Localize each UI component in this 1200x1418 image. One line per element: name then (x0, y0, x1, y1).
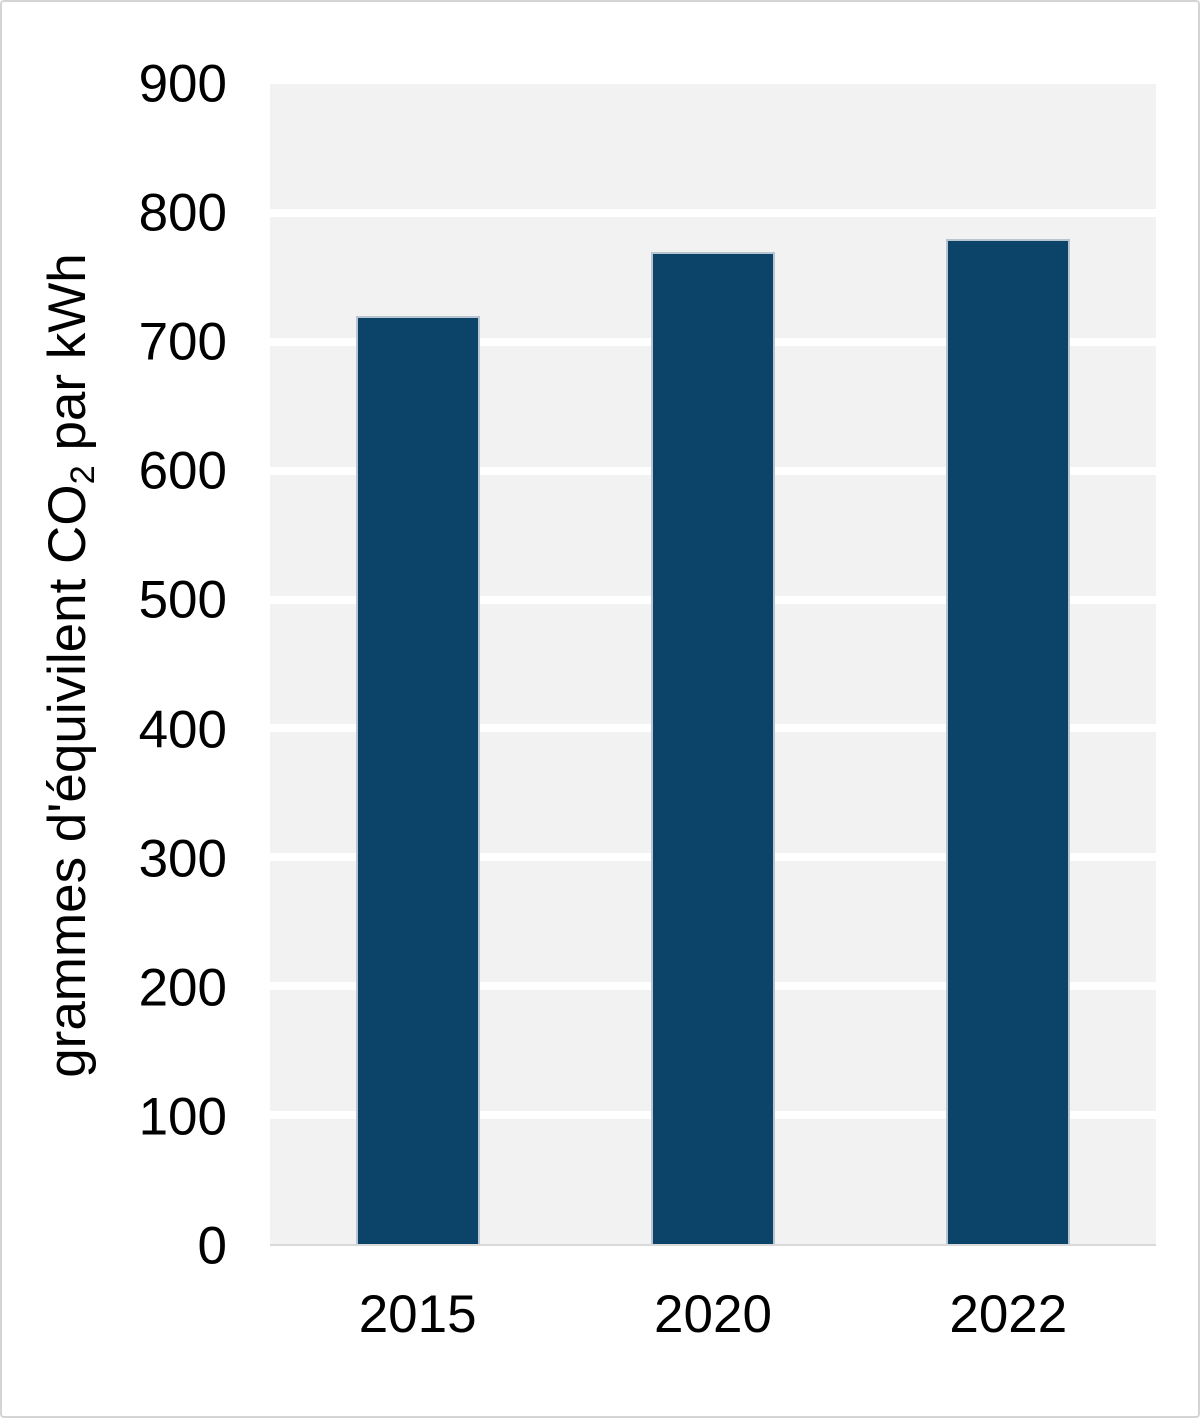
y-tick-label: 300 (138, 829, 227, 889)
y-axis: 0 100 200 300 400 500 600 700 800 900 (2, 58, 227, 1273)
gridline (270, 208, 1156, 217)
bar-2020 (650, 251, 775, 1244)
y-tick-label: 400 (138, 700, 227, 760)
y-tick-label: 600 (138, 441, 227, 501)
bar-slot (270, 84, 565, 1244)
x-tick-label: 2022 (949, 1285, 1068, 1344)
bar-2022 (946, 238, 1071, 1244)
y-tick-label: 500 (138, 570, 227, 630)
bar-slot (565, 84, 860, 1244)
y-tick-label: 800 (138, 183, 227, 243)
y-tick-label: 900 (138, 54, 227, 114)
x-tick-label: 2020 (654, 1285, 772, 1344)
plot-area (270, 84, 1156, 1246)
x-tick-label: 2015 (358, 1285, 477, 1344)
bar-2015 (355, 316, 480, 1244)
y-tick-label: 100 (138, 1087, 227, 1147)
y-tick-label: 0 (197, 1216, 227, 1276)
y-tick-label: 700 (138, 312, 227, 372)
bar-slot (861, 84, 1156, 1244)
x-axis: 2015 2020 2022 (270, 1288, 1156, 1341)
y-tick-label: 200 (138, 958, 227, 1018)
bars (270, 84, 1156, 1244)
